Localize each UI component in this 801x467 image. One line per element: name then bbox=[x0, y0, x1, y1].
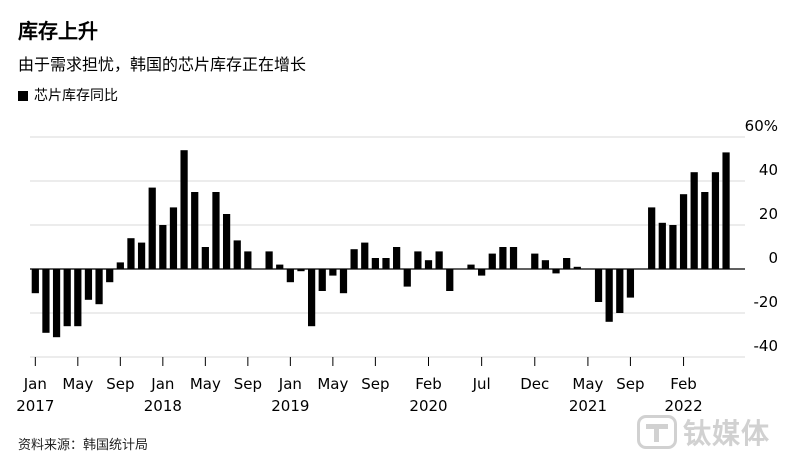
bar bbox=[339, 269, 348, 294]
bar bbox=[488, 253, 496, 269]
bar bbox=[276, 264, 284, 269]
bar bbox=[106, 269, 114, 283]
bar bbox=[393, 247, 401, 269]
y-tick-label: 60% bbox=[745, 117, 778, 135]
bar bbox=[573, 266, 581, 269]
bar bbox=[307, 269, 316, 327]
bar bbox=[42, 269, 50, 333]
bar bbox=[679, 194, 688, 269]
bar bbox=[658, 222, 666, 269]
bar bbox=[605, 269, 613, 322]
x-tick-label: Feb bbox=[415, 375, 442, 393]
bar bbox=[467, 264, 475, 269]
bar bbox=[382, 258, 390, 269]
bar bbox=[435, 251, 443, 269]
x-tick-year-label: 2022 bbox=[664, 397, 702, 415]
watermark: 钛媒体 bbox=[637, 412, 770, 452]
bar bbox=[403, 269, 411, 287]
legend-label: 芯片库存同比 bbox=[34, 88, 118, 104]
x-tick-year-label: 2021 bbox=[569, 397, 607, 415]
x-tick-year-label: 2017 bbox=[16, 397, 54, 415]
x-tick-label: Sep bbox=[616, 375, 644, 393]
y-tick-label: 0 bbox=[768, 249, 778, 267]
bar bbox=[626, 269, 635, 298]
y-tick-label: 20 bbox=[759, 205, 778, 223]
legend: 芯片库存同比 bbox=[18, 86, 118, 106]
chart-subtitle: 由于需求担忧，韩国的芯片库存正在增长 bbox=[18, 55, 307, 74]
x-tick-label: Feb bbox=[670, 375, 697, 393]
bar bbox=[361, 242, 369, 269]
bar bbox=[74, 269, 82, 327]
bar bbox=[552, 269, 560, 274]
bar bbox=[297, 269, 305, 272]
bar bbox=[148, 187, 156, 269]
x-tick-label: Jan bbox=[23, 375, 47, 393]
x-tick-label: May bbox=[190, 375, 221, 393]
bar bbox=[371, 258, 379, 269]
bar bbox=[233, 240, 241, 269]
bar bbox=[265, 251, 273, 269]
bar bbox=[212, 192, 220, 269]
bar bbox=[127, 238, 135, 269]
bar bbox=[286, 269, 294, 283]
bar bbox=[446, 269, 454, 291]
bar bbox=[414, 251, 422, 269]
bar bbox=[191, 192, 199, 269]
bar bbox=[616, 269, 624, 313]
y-tick-label: 40 bbox=[759, 161, 778, 179]
bar bbox=[722, 152, 730, 269]
bar bbox=[329, 269, 337, 276]
x-tick-label: Sep bbox=[361, 375, 389, 393]
bar bbox=[690, 172, 698, 269]
y-tick-label: -40 bbox=[754, 337, 779, 355]
x-tick-label: Jul bbox=[472, 375, 491, 393]
chart-title: 库存上升 bbox=[18, 19, 98, 43]
x-tick-label: May bbox=[572, 375, 603, 393]
x-tick-label: Sep bbox=[234, 375, 262, 393]
bar bbox=[648, 207, 656, 269]
watermark-text: 钛媒体 bbox=[683, 417, 771, 450]
bar bbox=[169, 207, 178, 269]
bar bbox=[52, 269, 61, 338]
bar bbox=[116, 262, 124, 269]
bar bbox=[31, 269, 39, 294]
x-tick-label: Jan bbox=[150, 375, 174, 393]
bar bbox=[159, 225, 167, 269]
x-tick-year-label: 2020 bbox=[409, 397, 447, 415]
x-tick-year-label: 2018 bbox=[144, 397, 182, 415]
x-tick-label: Sep bbox=[106, 375, 134, 393]
source-note: 资料来源：韩国统计局 bbox=[18, 438, 149, 453]
bar bbox=[180, 150, 188, 269]
bar bbox=[63, 269, 71, 327]
bar bbox=[84, 269, 93, 300]
x-tick-label: Jan bbox=[278, 375, 302, 393]
bar bbox=[701, 192, 709, 269]
bar bbox=[509, 247, 518, 269]
bar bbox=[711, 172, 720, 269]
x-tick-label: May bbox=[317, 375, 348, 393]
bar bbox=[95, 269, 103, 305]
bar bbox=[541, 260, 550, 269]
y-tick-label: -20 bbox=[754, 293, 779, 311]
x-tick-year-label: 2019 bbox=[271, 397, 309, 415]
bar bbox=[478, 269, 486, 276]
bar bbox=[318, 269, 326, 291]
bar bbox=[499, 247, 507, 269]
x-tick-label: May bbox=[62, 375, 93, 393]
bar bbox=[350, 249, 358, 269]
bar bbox=[137, 242, 146, 269]
bar bbox=[531, 253, 539, 269]
bar bbox=[201, 247, 209, 269]
bar bbox=[222, 214, 231, 269]
bar bbox=[669, 225, 677, 269]
x-tick-label: Dec bbox=[520, 375, 549, 393]
bar bbox=[424, 260, 433, 269]
bar bbox=[563, 258, 571, 269]
watermark-logo-icon bbox=[637, 415, 677, 449]
legend-swatch bbox=[18, 91, 28, 101]
bar bbox=[244, 251, 252, 269]
bar bbox=[594, 269, 603, 302]
